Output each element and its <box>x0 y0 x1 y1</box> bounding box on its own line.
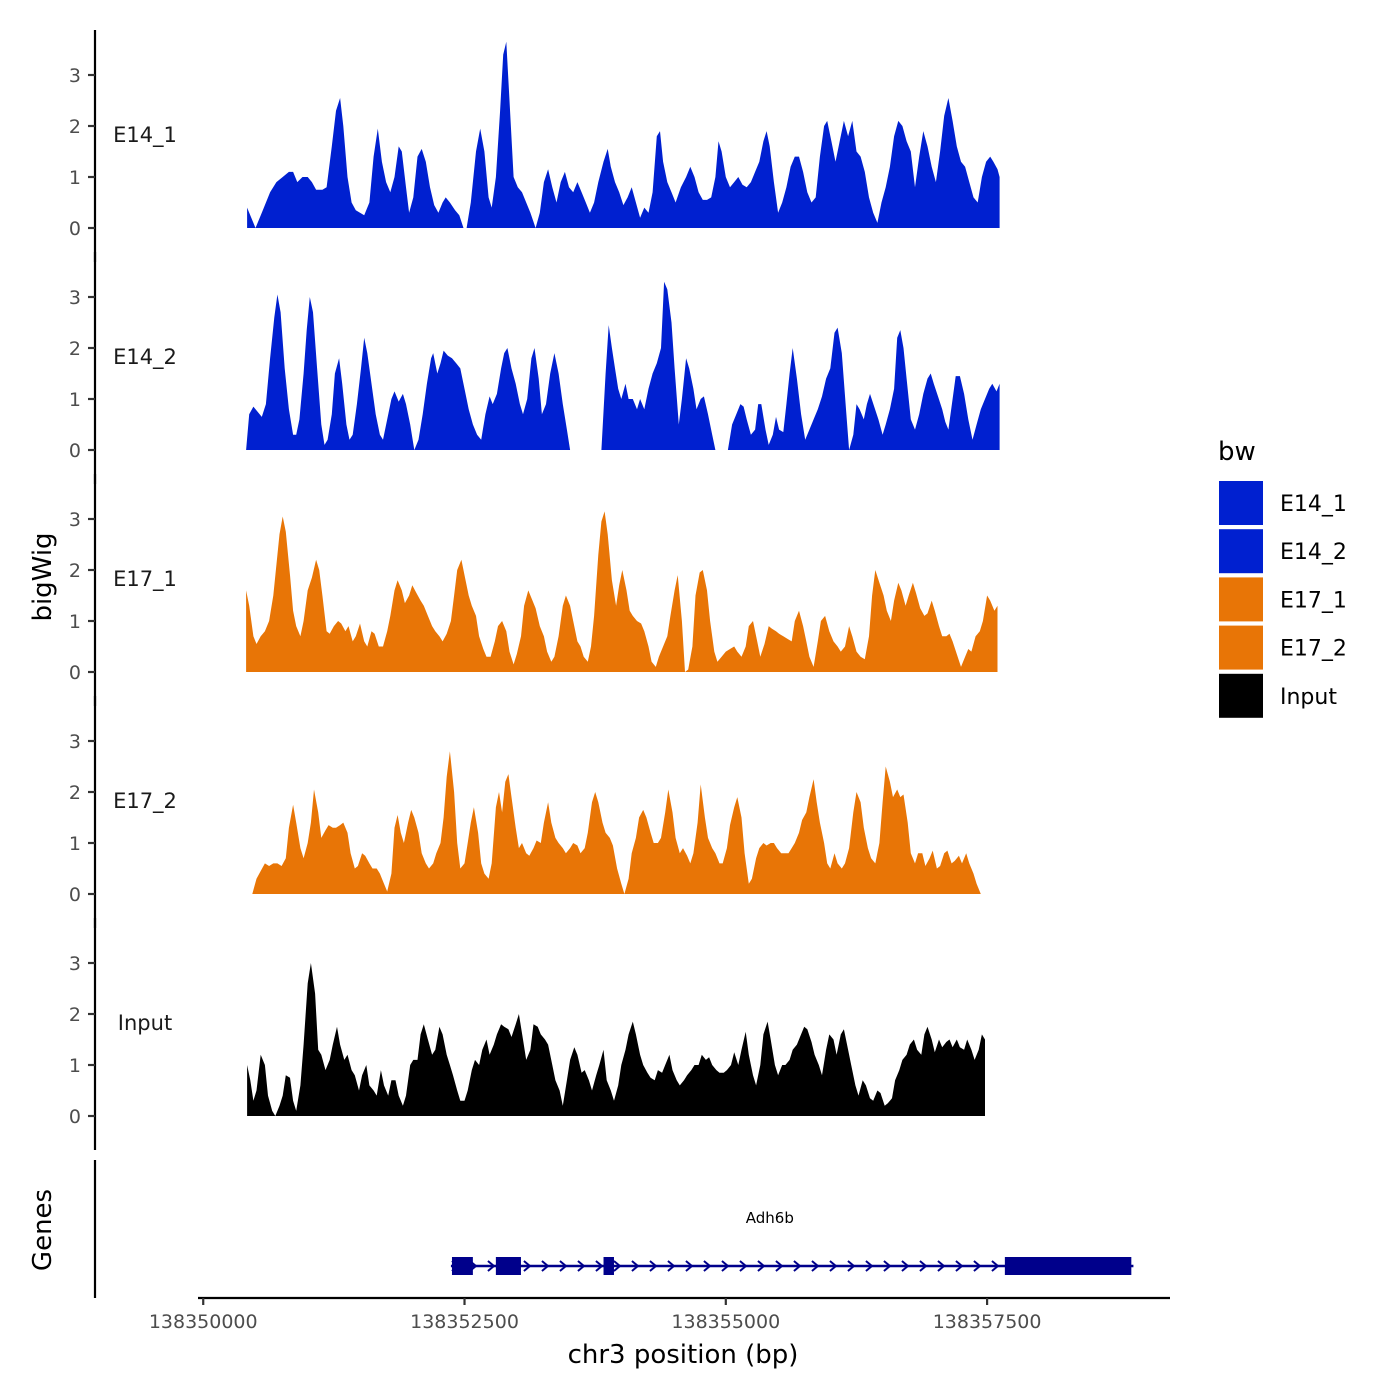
y-tick-label: 0 <box>69 662 81 684</box>
track-e17-2: 0 1 2 3 E17_2 <box>69 696 981 928</box>
strand-arrow <box>955 1260 964 1272</box>
strand-arrow <box>613 1260 622 1272</box>
track-label: Input <box>118 1011 172 1035</box>
x-tick-label: 138355000 <box>671 1311 780 1333</box>
strand-arrow <box>973 1260 982 1272</box>
track-label: E17_2 <box>113 789 177 814</box>
strand-arrow <box>649 1260 658 1272</box>
track-input: 0 1 2 3 Input <box>69 918 986 1150</box>
legend-label: E17_2 <box>1280 637 1347 662</box>
y-tick-label: 0 <box>69 884 81 906</box>
track-label: E17_1 <box>113 567 177 592</box>
x-axis: 138350000 138352500 138355000 138357500 <box>149 1296 1170 1333</box>
gene-adh6b: Adh6b <box>450 1209 1134 1275</box>
coverage-area-e17-1 <box>246 511 998 672</box>
genes-axis-title: Genes <box>28 1189 58 1271</box>
genes-panel: Adh6b <box>93 1160 1134 1298</box>
strand-arrow <box>901 1260 910 1272</box>
coverage-area-e17-2 <box>252 751 981 894</box>
coverage-area-e14-2 <box>246 281 1000 450</box>
legend-key-e17-1 <box>1217 575 1265 624</box>
strand-arrow <box>721 1260 730 1272</box>
strand-arrow <box>487 1260 496 1272</box>
track-label: E14_1 <box>113 123 177 148</box>
legend: bw E14_1 E14_2 E17_1 E17_2 Input <box>1217 437 1347 720</box>
strand-arrow <box>541 1260 550 1272</box>
strand-arrow <box>937 1260 946 1272</box>
y-tick-label: 3 <box>69 65 81 87</box>
legend-key-e14-2 <box>1217 527 1265 576</box>
x-axis-title: chr3 position (bp) <box>568 1340 799 1370</box>
y-tick-label: 3 <box>69 731 81 753</box>
strand-arrow <box>757 1260 766 1272</box>
strand-arrow <box>865 1260 874 1272</box>
y-tick-label: 0 <box>69 440 81 462</box>
strand-arrow <box>793 1260 802 1272</box>
y-tick-label: 2 <box>69 782 81 804</box>
y-tick-label: 2 <box>69 560 81 582</box>
gene-exon <box>495 1257 521 1275</box>
gene-exon <box>451 1257 473 1275</box>
legend-title: bw <box>1218 437 1256 467</box>
strand-arrow <box>775 1260 784 1272</box>
y-tick-label: 1 <box>69 1055 81 1077</box>
gene-exon <box>1004 1257 1132 1275</box>
strand-arrow <box>631 1260 640 1272</box>
y-tick-label: 0 <box>69 1106 81 1128</box>
strand-arrow <box>919 1260 928 1272</box>
y-tick-label: 1 <box>69 833 81 855</box>
coverage-area-e14-1 <box>247 41 1000 228</box>
y-tick-label: 3 <box>69 287 81 309</box>
track-e14-1: 0 1 2 3 E14_1 <box>69 30 1000 262</box>
y-axis-title: bigWig <box>28 532 58 621</box>
strand-arrow <box>739 1260 748 1272</box>
x-tick-label: 138357500 <box>933 1311 1042 1333</box>
x-tick-label: 138350000 <box>149 1311 258 1333</box>
track-e14-2: 0 1 2 3 E14_2 <box>69 252 1000 484</box>
gene-name-label: Adh6b <box>746 1209 794 1227</box>
legend-key-e17-2 <box>1217 623 1265 672</box>
y-tick-label: 2 <box>69 1004 81 1026</box>
bigwig-tracks: 0 1 2 3 E14_1 0 1 2 3 E14_2 0 1 2 3 E17_1 0 1 2 3 E17_2 0 1 2 3… <box>69 30 1000 1150</box>
y-tick-label: 1 <box>69 611 81 633</box>
strand-arrow <box>523 1260 532 1272</box>
legend-key-e14-1 <box>1217 479 1265 527</box>
strand-arrow <box>883 1260 892 1272</box>
gene-exon <box>603 1257 614 1275</box>
legend-label: Input <box>1280 685 1337 710</box>
track-label: E14_2 <box>113 345 177 370</box>
y-tick-label: 0 <box>69 218 81 240</box>
legend-label: E14_2 <box>1280 540 1347 565</box>
legend-label: E14_1 <box>1280 492 1347 517</box>
y-tick-label: 1 <box>69 167 81 189</box>
strand-arrow <box>811 1260 820 1272</box>
legend-key-input <box>1217 671 1265 720</box>
legend-label: E17_1 <box>1280 588 1347 613</box>
strand-arrow <box>559 1260 568 1272</box>
x-tick-label: 138352500 <box>410 1311 519 1333</box>
track-e17-1: 0 1 2 3 E17_1 <box>69 474 998 706</box>
y-tick-label: 1 <box>69 389 81 411</box>
y-tick-label: 2 <box>69 338 81 360</box>
strand-arrow <box>595 1260 604 1272</box>
strand-arrow <box>703 1260 712 1272</box>
y-tick-label: 2 <box>69 116 81 138</box>
strand-arrow <box>685 1260 694 1272</box>
strand-arrow <box>847 1260 856 1272</box>
coverage-area-input <box>247 963 986 1116</box>
strand-arrow <box>577 1260 586 1272</box>
strand-arrow <box>991 1260 1000 1272</box>
strand-arrow <box>829 1260 838 1272</box>
y-tick-label: 3 <box>69 509 81 531</box>
y-tick-label: 3 <box>69 953 81 975</box>
strand-arrow <box>667 1260 676 1272</box>
